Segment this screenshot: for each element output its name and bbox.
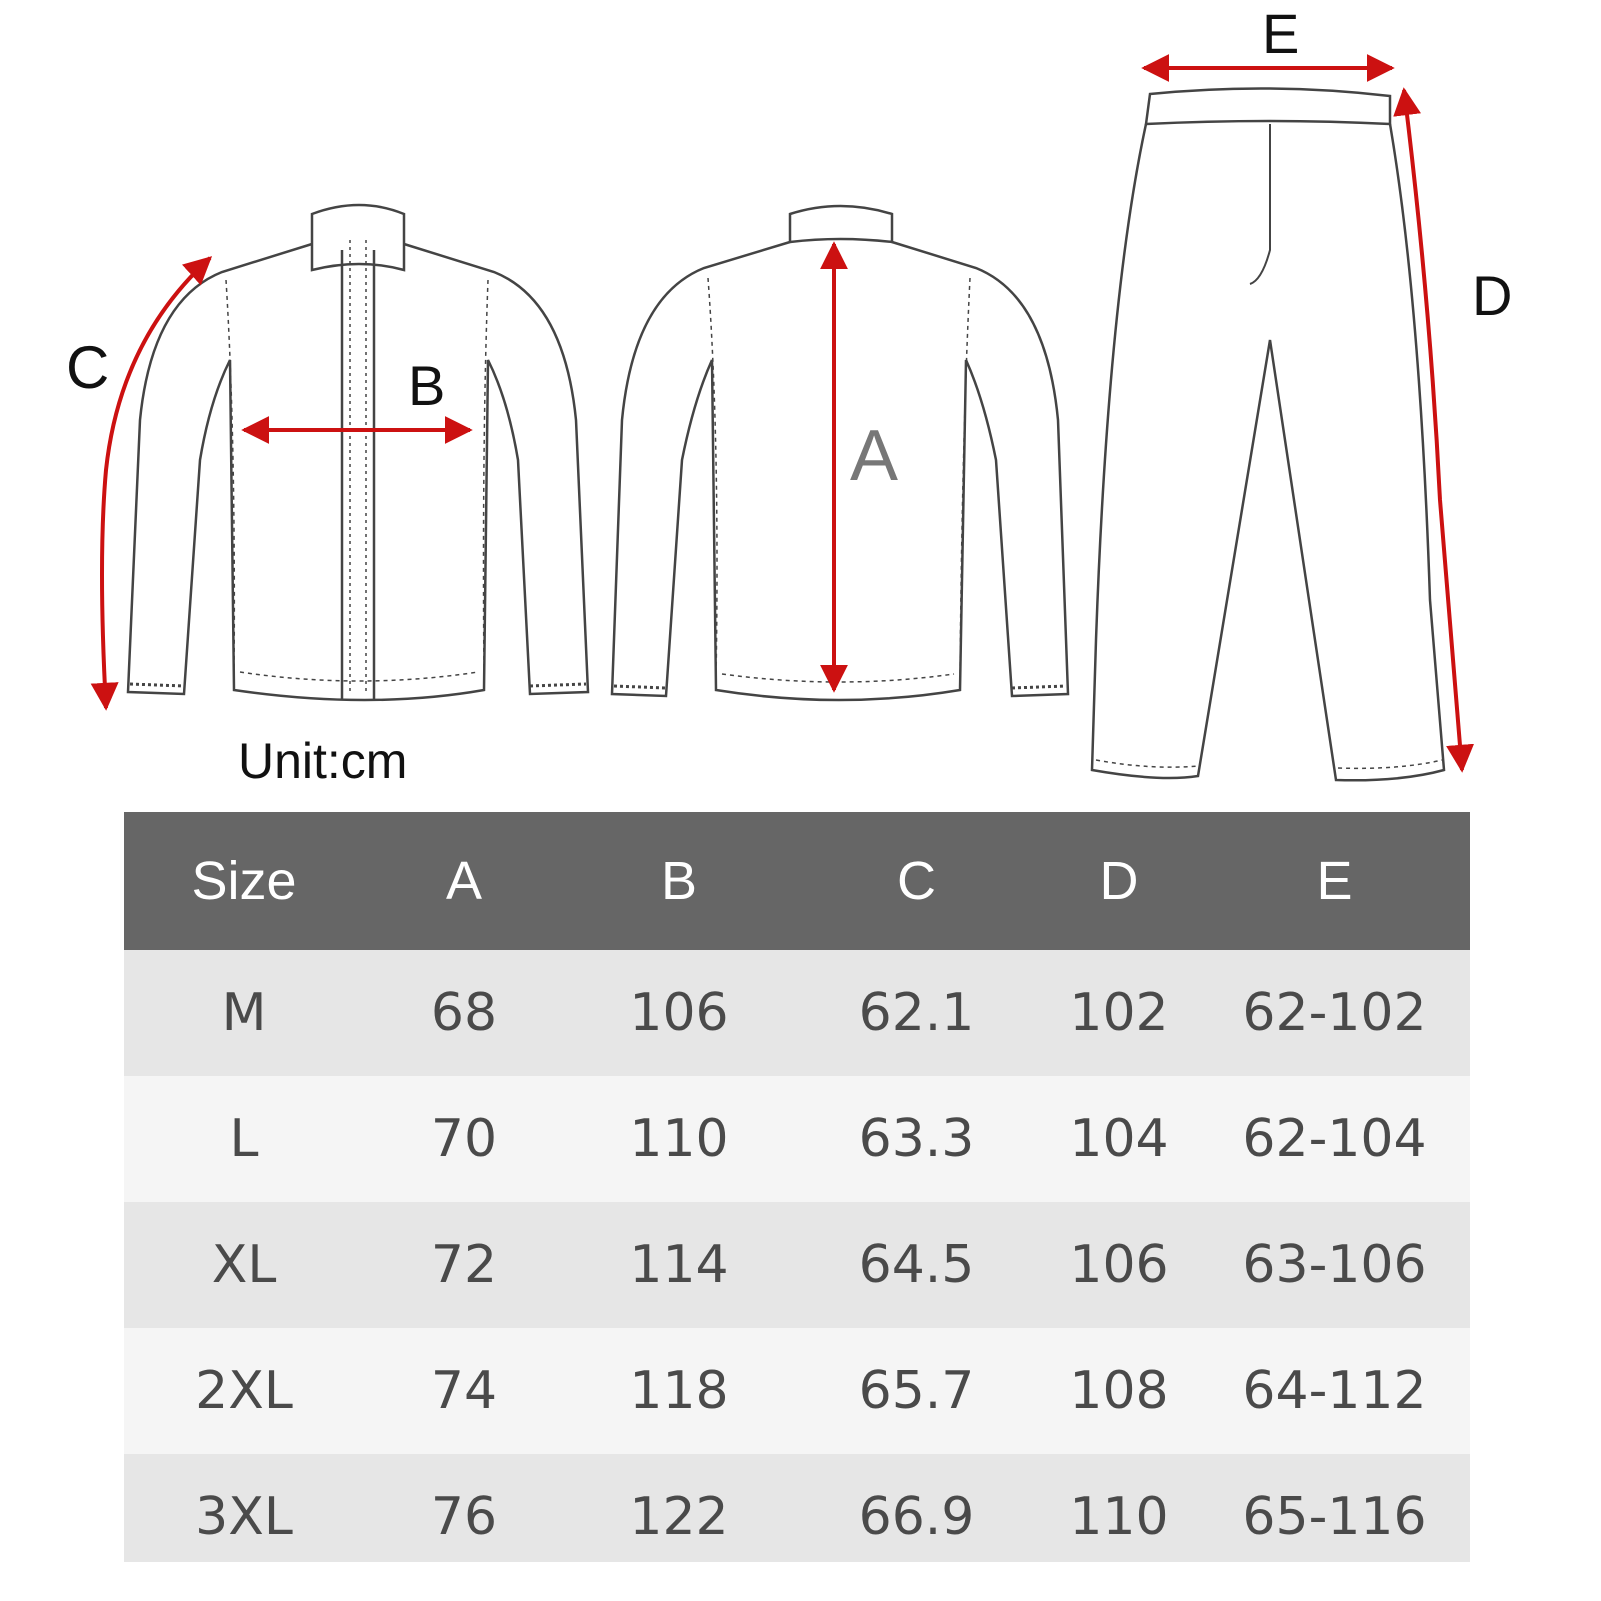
table-row: 3XL 76 122 66.9 110 65-116 [124, 1454, 1470, 1580]
jacket-front-drawing [126, 203, 590, 702]
label-a: A [850, 416, 899, 496]
label-c: C [66, 334, 110, 401]
header-d: D [1099, 851, 1139, 911]
cell-b: 106 [629, 983, 729, 1043]
cell-a: 68 [430, 983, 498, 1043]
cell-a: 70 [430, 1109, 498, 1169]
cell-c: 65.7 [858, 1361, 975, 1421]
pants-drawing [1090, 87, 1446, 782]
header-b: B [660, 851, 698, 911]
cell-c: 63.3 [858, 1109, 975, 1169]
cell-size: 3XL [195, 1487, 293, 1547]
cell-a: 72 [430, 1235, 498, 1295]
cell-size: M [221, 983, 267, 1043]
cell-c: 62.1 [858, 983, 975, 1043]
cell-d: 106 [1069, 1235, 1169, 1295]
cell-a: 76 [430, 1487, 498, 1547]
cell-e: 63-106 [1242, 1235, 1427, 1295]
cell-b: 122 [629, 1487, 729, 1547]
table-header: Size A B C D E [124, 812, 1470, 950]
bottom-margin [0, 1562, 1601, 1601]
cell-c: 64.5 [858, 1235, 975, 1295]
table-row: L 70 110 63.3 104 62-104 [124, 1076, 1470, 1202]
cell-d: 102 [1069, 983, 1169, 1043]
size-table: Size A B C D E M 68 106 62.1 102 62-102 … [124, 812, 1470, 1580]
cell-size: 2XL [195, 1361, 293, 1421]
cell-d: 104 [1069, 1109, 1169, 1169]
cell-size: L [229, 1109, 259, 1169]
cell-c: 66.9 [858, 1487, 975, 1547]
cell-b: 110 [629, 1109, 729, 1169]
cell-a: 74 [430, 1361, 498, 1421]
arrow-c [90, 256, 213, 711]
cell-size: XL [211, 1235, 277, 1295]
table-row: M 68 106 62.1 102 62-102 [124, 950, 1470, 1076]
garment-diagram [90, 54, 1475, 782]
cell-e: 62-104 [1242, 1109, 1427, 1169]
cell-e: 65-116 [1242, 1487, 1427, 1547]
arrow-d [1393, 87, 1475, 773]
cell-d: 110 [1069, 1487, 1169, 1547]
table-row: XL 72 114 64.5 106 63-106 [124, 1202, 1470, 1328]
header-c: C [897, 851, 936, 911]
table-row: 2XL 74 118 65.7 108 64-112 [124, 1328, 1470, 1454]
label-d: D [1472, 264, 1513, 327]
cell-b: 114 [629, 1235, 729, 1295]
header-e: E [1316, 851, 1353, 911]
cell-b: 118 [629, 1361, 729, 1421]
cell-e: 62-102 [1242, 983, 1427, 1043]
header-size: Size [191, 851, 297, 911]
cell-e: 64-112 [1242, 1361, 1427, 1421]
measurement-arrows [90, 54, 1475, 773]
label-b: B [408, 354, 446, 417]
unit-label: Unit:cm [238, 733, 408, 789]
cell-d: 108 [1069, 1361, 1169, 1421]
label-e: E [1262, 2, 1300, 65]
header-a: A [445, 851, 483, 911]
jacket-back-drawing [610, 204, 1070, 702]
